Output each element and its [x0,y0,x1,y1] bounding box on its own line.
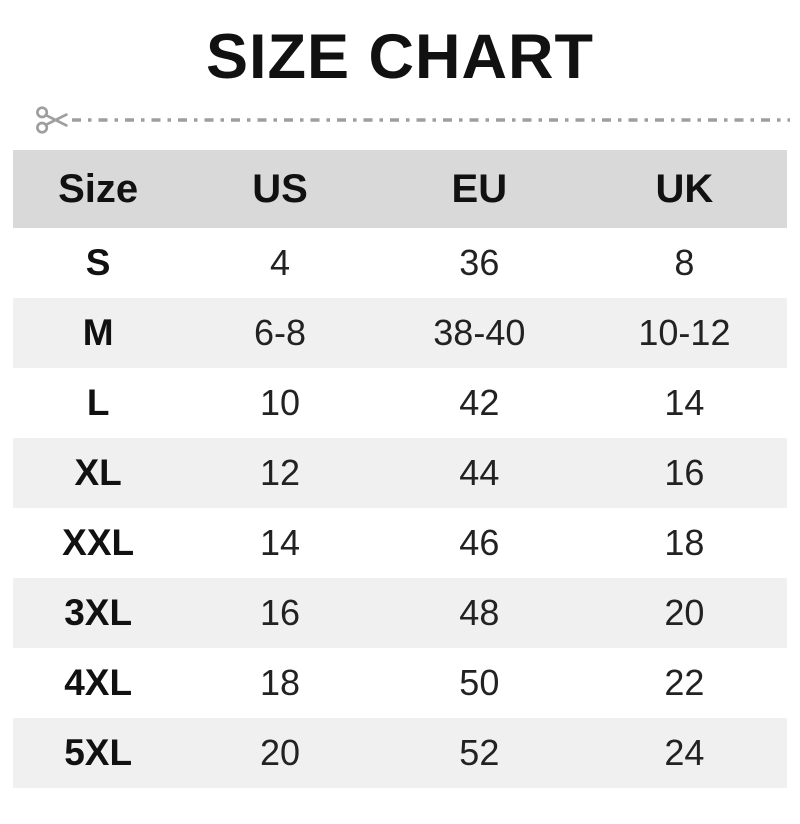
uk-cell: 20 [664,592,705,633]
us-cell: 10 [259,382,301,423]
size-cell: 4XL [64,662,133,703]
page-title: SIZE CHART [206,22,594,92]
eu-cell: 48 [459,592,500,633]
size-chart-table: Size US EU UK S 4 36 8 M 6-8 38-40 10-12… [13,150,787,788]
eu-cell: 44 [459,452,500,493]
size-cell: M [82,312,114,353]
eu-cell: 38-40 [433,312,526,353]
uk-cell: 16 [664,452,705,493]
eu-cell: 52 [459,732,500,773]
size-cell: S [85,242,111,283]
us-cell: 4 [270,242,291,283]
table-row: 4XL 18 50 22 [13,648,787,718]
size-cell: XXL [62,522,135,563]
uk-cell: 10-12 [638,312,731,353]
cut-here-line [34,102,790,138]
uk-cell: 14 [664,382,705,423]
eu-cell: 42 [459,382,500,423]
dashed-cut-line [72,118,790,122]
us-cell: 20 [259,732,301,773]
table-row: 3XL 16 48 20 [13,578,787,648]
header-uk: UK [655,166,714,211]
us-cell: 14 [259,522,301,563]
table-row: M 6-8 38-40 10-12 [13,298,787,368]
uk-cell: 22 [664,662,705,703]
header-us: US [252,166,308,211]
size-cell: 5XL [64,732,133,773]
us-cell: 6-8 [254,312,307,353]
table-row: L 10 42 14 [13,368,787,438]
header-eu: EU [451,166,508,211]
table-row: XL 12 44 16 [13,438,787,508]
size-cell: L [86,382,110,423]
table-row: 5XL 20 52 24 [13,718,787,788]
table-row: XXL 14 46 18 [13,508,787,578]
size-cell: XL [74,452,122,493]
table-header-row: Size US EU UK [13,150,787,228]
eu-cell: 46 [459,522,500,563]
header-size: Size [58,166,139,211]
us-cell: 18 [259,662,301,703]
scissors-icon [36,106,68,134]
eu-cell: 50 [459,662,500,703]
uk-cell: 18 [664,522,705,563]
uk-cell: 8 [674,242,695,283]
us-cell: 12 [259,452,301,493]
uk-cell: 24 [664,732,705,773]
us-cell: 16 [259,592,301,633]
eu-cell: 36 [459,242,500,283]
table-row: S 4 36 8 [13,228,787,298]
size-cell: 3XL [64,592,133,633]
